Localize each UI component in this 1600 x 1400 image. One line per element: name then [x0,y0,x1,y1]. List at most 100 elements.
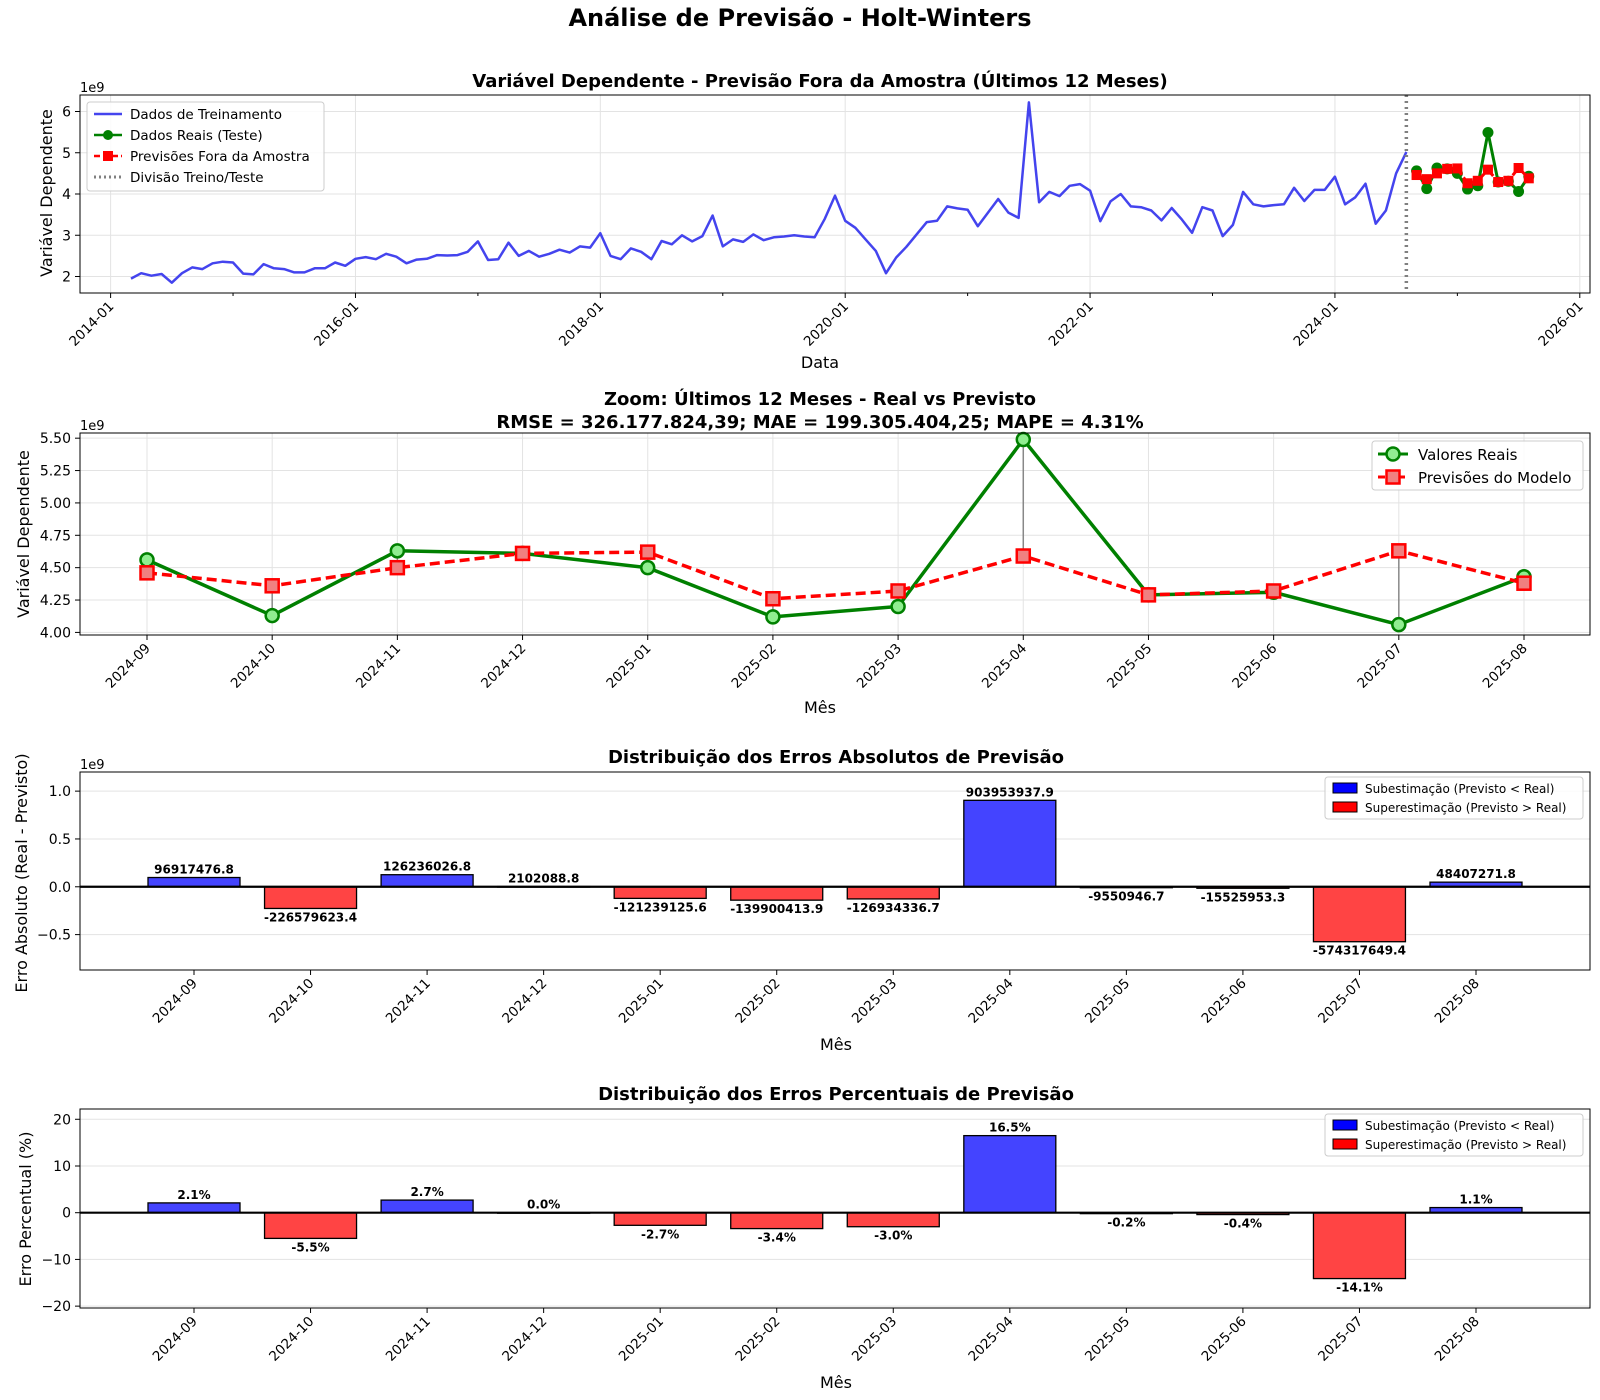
abs-bar-label: -574317649.4 [1313,944,1406,958]
zoom-ytick-label: 5.25 [40,464,71,480]
zoom-real-point [765,609,781,625]
series-ylabel: Variável Dependente [37,109,56,277]
abs-bar [1312,886,1407,943]
abs-ylabel: Erro Absoluto (Real - Previsto) [12,753,31,992]
abs-legend-under-swatch [1332,782,1358,794]
abs-plot-area: 96917476.8 -226579623.4 126236026.8 2102088… [80,785,1590,958]
pct-bar-label: -14.1% [1336,1281,1383,1295]
pct-frame [79,1108,1591,1309]
actual-point [1513,186,1525,198]
abs-legend-under-label: Subestimação (Previsto < Real) [1365,782,1554,796]
series-legend: Dados de Treinamento Dados Reais (Teste)… [86,101,325,192]
legend-train-label: Dados de Treinamento [130,107,282,123]
zoom-real-point [389,543,406,559]
forecast-point [1452,163,1463,174]
zoom-offset-label: 1e9 [80,419,105,434]
zoom-plot-area [139,431,1532,633]
legend-forecast-label: Previsões Fora da Amostra [130,149,310,165]
abs-ytick-label: 0.5 [49,832,71,848]
abs-bar-label: 126236026.8 [383,860,471,874]
abs-bar-label: -139900413.9 [730,902,823,916]
legend-forecast-marker [103,151,113,161]
zoom-real-line [146,436,1525,627]
zoom-frame [79,432,1591,636]
pct-bar [1312,1212,1407,1280]
legend-model-marker [1385,469,1401,485]
pct-ytick-label: −10 [41,1252,71,1268]
abs-bar [846,886,940,900]
abs-legend: Subestimação (Previsto < Real) Superesti… [1324,776,1584,820]
zoom-forecast-point [1265,583,1282,599]
zoom-panel-metrics: RMSE = 326.177.824,39; MAE = 199.305.404… [496,412,1143,433]
pct-bar-label: -5.5% [291,1240,329,1254]
abs-bar [380,874,474,888]
zoom-ytick-label: 4.75 [40,528,71,544]
pct-bar-label: 16.5% [989,1121,1031,1135]
abs-legend-box [1324,776,1584,820]
zoom-forecast-point [139,565,155,581]
zoom-xlabel: Mês [804,698,836,717]
zoom-forecast-point [890,583,906,599]
zoom-forecast-point [389,559,406,576]
series-panel-title: Variável Dependente - Previsão Fora da A… [472,70,1168,92]
pct-ytick-label: 0 [62,1206,71,1222]
forecast-point [1421,174,1432,185]
forecast-point [1431,168,1442,179]
series-xlabel: Data [801,353,839,372]
zoom-ytick-label: 5.00 [40,496,71,512]
abs-legend-over-label: Superestimação (Previsto > Real) [1365,801,1566,815]
pct-ylabel: Erro Percentual (%) [16,1132,35,1287]
zoom-ytick-label: 4.00 [40,625,71,641]
abs-bar-label: -15525953.3 [1201,890,1286,904]
series-offset-label: 1e9 [80,81,105,96]
series-ytick-label: 6 [62,105,71,121]
legend-real-marker [1385,446,1401,462]
zoom-forecast-point [264,578,280,594]
series-ytick-label: 2 [62,270,71,286]
abs-bar-label: 903953937.9 [966,785,1054,799]
forecast-point [1482,164,1493,175]
pct-bar [380,1199,474,1214]
abs-bar [263,886,358,910]
figure-title: Análise de Previsão - Holt-Winters [568,4,1031,32]
zoom-ylabel: Variável Dependente [14,450,33,618]
zoom-real-point [890,598,906,615]
pct-bar-label: -2.7% [641,1227,679,1241]
zoom-real-point [639,559,656,576]
forecast-point [1462,178,1473,189]
abs-legend-over-swatch [1332,801,1358,813]
forecast-point [1442,163,1453,174]
actual-point [1421,183,1433,195]
abs-ytick-label: 0.0 [49,880,71,896]
forecast-point [1503,175,1514,186]
pct-bar-label: 1.1% [1459,1193,1492,1207]
zoom-ytick-label: 4.25 [40,593,71,609]
abs-bar-label: 96917476.8 [154,863,234,877]
pct-legend-box [1324,1113,1584,1157]
zoom-forecast-point [1516,575,1532,591]
pct-bar-label: -3.4% [758,1231,796,1245]
pct-bar-label: -0.4% [1224,1217,1262,1231]
abs-ytick-label: 1.0 [49,784,71,800]
pct-bar [613,1212,707,1226]
zoom-panel-title: Zoom: Últimos 12 Meses - Real vs Previst… [604,388,1036,410]
zoom-forecast-point [1391,543,1407,559]
pct-plot-area: 2.1% -5.5% 2.7% 0.0% -2.7% -3.4% -3.0% 16.5% -0.… [80,1121,1590,1295]
forecast-point [1513,163,1524,174]
forecast-point [1523,173,1534,184]
pct-bar [730,1212,824,1230]
zoom-forecast-point [765,590,781,607]
abs-bar-label: -9550946.7 [1088,890,1164,904]
legend-real-label: Valores Reais [1418,446,1518,464]
pct-bar-label: 2.7% [410,1185,443,1199]
abs-bar-label: -121239125.6 [614,900,707,914]
pct-legend: Subestimação (Previsto < Real) Superesti… [1324,1113,1584,1157]
forecast-point [1493,177,1504,188]
pct-bar [846,1212,940,1228]
pct-bar [263,1212,358,1240]
legend-actual-marker [103,130,113,140]
pct-ytick-label: 10 [53,1159,71,1175]
abs-bar-label: 48407271.8 [1436,867,1516,881]
pct-legend-under-label: Subestimação (Previsto < Real) [1365,1119,1554,1133]
